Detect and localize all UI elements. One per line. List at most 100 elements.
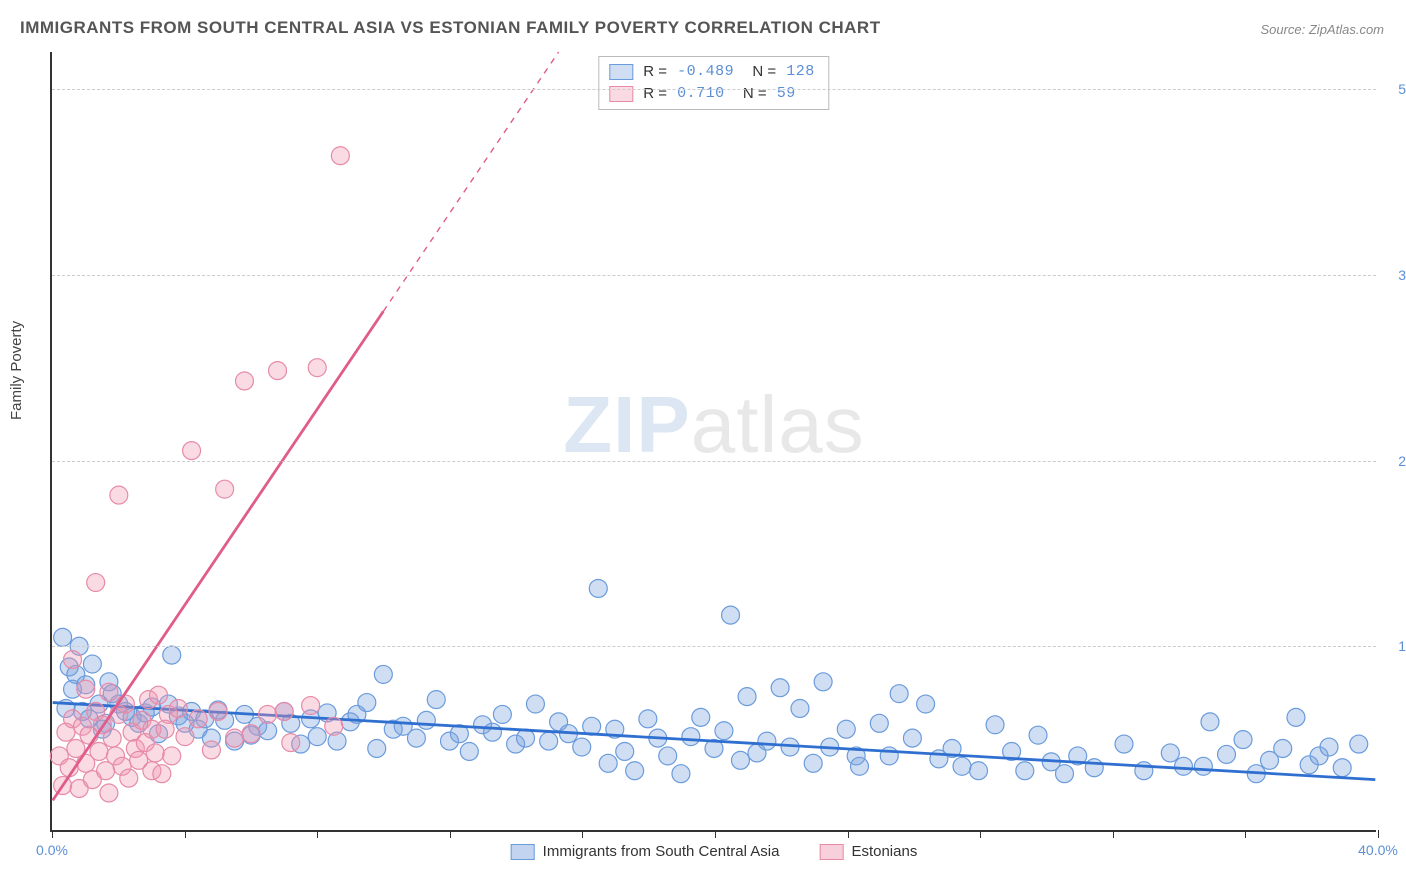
gridline <box>52 646 1376 647</box>
x-tick <box>582 830 583 838</box>
data-point <box>308 728 326 746</box>
data-point <box>1218 745 1236 763</box>
data-point <box>183 442 201 460</box>
data-point <box>64 651 82 669</box>
data-point <box>791 700 809 718</box>
data-point <box>573 738 591 756</box>
data-point <box>804 754 822 772</box>
legend-swatch-0 <box>609 64 633 80</box>
data-point <box>917 695 935 713</box>
data-point <box>275 702 293 720</box>
data-point <box>427 691 445 709</box>
data-point <box>1029 726 1047 744</box>
data-point <box>540 732 558 750</box>
data-point <box>100 784 118 802</box>
data-point <box>163 646 181 664</box>
legend-item-swatch-1 <box>819 844 843 860</box>
data-point <box>269 362 287 380</box>
y-tick-label: 37.5% <box>1398 267 1406 283</box>
x-tick <box>1245 830 1246 838</box>
legend-n-label: N = <box>744 61 776 83</box>
legend-n-value-1: 59 <box>777 83 796 105</box>
data-point <box>417 711 435 729</box>
data-point <box>722 606 740 624</box>
data-point <box>110 486 128 504</box>
data-point <box>890 685 908 703</box>
data-point <box>1234 731 1252 749</box>
data-point <box>1115 735 1133 753</box>
legend-item-label-1: Estonians <box>851 843 917 860</box>
series-legend: Immigrants from South Central Asia Eston… <box>511 843 918 860</box>
data-point <box>216 480 234 498</box>
gridline <box>52 275 1376 276</box>
data-point <box>599 754 617 772</box>
y-tick-label: 25.0% <box>1398 453 1406 469</box>
data-point <box>236 372 254 390</box>
legend-row-series-1: R = 0.710 N = 59 <box>609 83 814 105</box>
data-point <box>1056 765 1074 783</box>
data-point <box>814 673 832 691</box>
data-point <box>851 757 869 775</box>
data-point <box>103 729 121 747</box>
data-point <box>189 710 207 728</box>
x-tick <box>185 830 186 838</box>
data-point <box>90 742 108 760</box>
data-point <box>302 697 320 715</box>
data-point <box>1194 757 1212 775</box>
data-point <box>153 765 171 783</box>
data-point <box>282 734 300 752</box>
data-point <box>526 695 544 713</box>
x-tick <box>1378 830 1379 838</box>
trend-line-extension <box>383 52 558 311</box>
data-point <box>202 741 220 759</box>
data-point <box>407 729 425 747</box>
data-point <box>259 705 277 723</box>
legend-r-value-1: 0.710 <box>677 83 725 105</box>
data-point <box>54 628 72 646</box>
legend-row-series-0: R = -0.489 N = 128 <box>609 61 814 83</box>
data-point <box>176 728 194 746</box>
legend-item-label-0: Immigrants from South Central Asia <box>543 843 780 860</box>
data-point <box>903 729 921 747</box>
data-point <box>1287 708 1305 726</box>
data-point <box>331 147 349 165</box>
data-point <box>616 742 634 760</box>
data-point <box>374 665 392 683</box>
legend-r-label: R = <box>643 83 667 105</box>
data-point <box>146 744 164 762</box>
data-point <box>325 717 343 735</box>
chart-svg <box>52 52 1376 830</box>
x-tick <box>52 830 53 838</box>
data-point <box>771 679 789 697</box>
correlation-legend: R = -0.489 N = 128 R = 0.710 N = 59 <box>598 56 829 110</box>
data-point <box>589 579 607 597</box>
data-point <box>986 716 1004 734</box>
data-point <box>659 747 677 765</box>
data-point <box>242 725 260 743</box>
source-attribution: Source: ZipAtlas.com <box>1260 22 1384 37</box>
data-point <box>1274 740 1292 758</box>
data-point <box>358 694 376 712</box>
data-point <box>970 762 988 780</box>
data-point <box>100 683 118 701</box>
data-point <box>493 705 511 723</box>
data-point <box>837 720 855 738</box>
data-point <box>226 729 244 747</box>
data-point <box>1175 757 1193 775</box>
data-point <box>672 765 690 783</box>
data-point <box>626 762 644 780</box>
x-tick-label: 0.0% <box>36 842 68 858</box>
data-point <box>368 740 386 758</box>
data-point <box>77 680 95 698</box>
data-point <box>692 708 710 726</box>
legend-n-value-0: 128 <box>786 61 815 83</box>
gridline <box>52 461 1376 462</box>
x-tick <box>317 830 318 838</box>
data-point <box>953 757 971 775</box>
data-point <box>682 728 700 746</box>
legend-r-value-0: -0.489 <box>677 61 734 83</box>
data-point <box>460 742 478 760</box>
data-point <box>1333 759 1351 777</box>
data-point <box>169 700 187 718</box>
x-tick <box>450 830 451 838</box>
